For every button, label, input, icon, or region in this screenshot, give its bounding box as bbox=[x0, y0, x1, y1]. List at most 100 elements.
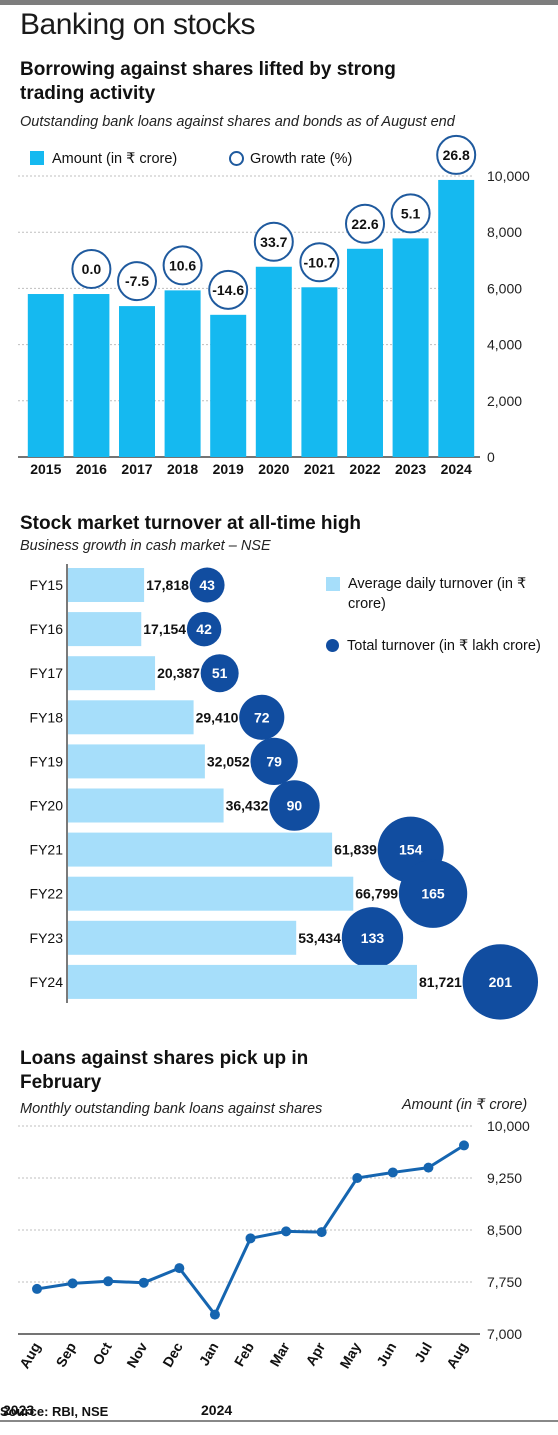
total-circle bbox=[189, 567, 225, 603]
x-tick-label: Nov bbox=[123, 1339, 150, 1370]
bar bbox=[27, 294, 64, 457]
legend-avg-swatch bbox=[326, 577, 340, 591]
bar-value-label: 29,410 bbox=[196, 709, 239, 725]
y-tick-label: 6,000 bbox=[487, 280, 522, 296]
source-note: Source: RBI, NSE bbox=[0, 1404, 109, 1419]
chart2-title: Stock market turnover at all-time high bbox=[20, 513, 362, 534]
data-point bbox=[209, 1309, 220, 1320]
total-label: 154 bbox=[399, 842, 423, 858]
bar bbox=[68, 568, 145, 602]
data-point bbox=[245, 1233, 256, 1244]
year-label: 2023 bbox=[3, 1402, 34, 1418]
legend-total-swatch bbox=[326, 639, 339, 652]
bottom-rule bbox=[0, 1420, 558, 1422]
growth-label: 22.6 bbox=[351, 216, 378, 232]
legend-growth-label: Growth rate (%) bbox=[250, 151, 353, 167]
bar bbox=[255, 266, 292, 457]
bar bbox=[210, 314, 247, 457]
bar bbox=[68, 876, 354, 911]
growth-circle bbox=[253, 221, 294, 262]
chart2-note: Business growth in cash market – NSE bbox=[20, 538, 271, 554]
y-tick-label: 10,000 bbox=[487, 1118, 530, 1134]
x-tick-label: Apr bbox=[302, 1339, 328, 1368]
x-tick-label: Sep bbox=[52, 1340, 79, 1370]
data-point bbox=[138, 1277, 149, 1288]
chart1-title: Borrowing against shares lifted by stron… bbox=[20, 59, 396, 104]
total-label: 43 bbox=[199, 577, 215, 593]
bar bbox=[164, 290, 201, 457]
legend-amount: Amount (in ₹ crore) bbox=[30, 149, 177, 169]
growth-circle bbox=[71, 249, 112, 290]
bar-value-label: 66,799 bbox=[355, 886, 398, 902]
x-tick-label: Mar bbox=[266, 1339, 293, 1369]
bar bbox=[392, 238, 429, 457]
y-tick-label: 0 bbox=[487, 449, 495, 465]
growth-label: 10.6 bbox=[169, 257, 196, 273]
total-label: 133 bbox=[361, 930, 385, 946]
x-tick-label: 2024 bbox=[441, 461, 472, 477]
bar bbox=[301, 287, 338, 457]
loans-bar-chart: 0 2,000 4,000 6,000 8,000 10,000 2015 2016 0.0 20… bbox=[18, 134, 530, 477]
x-tick-label: Aug bbox=[16, 1340, 43, 1372]
legend-amount-label: Amount (in ₹ crore) bbox=[52, 151, 178, 167]
y-tick-label: 10,000 bbox=[487, 168, 530, 184]
data-point bbox=[67, 1278, 78, 1289]
x-tick-label: Dec bbox=[159, 1339, 186, 1369]
category-label: FY18 bbox=[30, 709, 64, 725]
x-tick-label: 2016 bbox=[76, 461, 107, 477]
data-point bbox=[352, 1173, 363, 1183]
total-circle bbox=[186, 611, 222, 647]
growth-circle bbox=[299, 242, 340, 283]
x-tick-label: 2023 bbox=[395, 461, 426, 477]
growth-label: -10.7 bbox=[303, 254, 335, 270]
category-label: FY17 bbox=[30, 665, 64, 681]
y-tick-label: 2,000 bbox=[487, 393, 522, 409]
bar-value-label: 81,721 bbox=[419, 974, 462, 990]
bar-value-label: 17,154 bbox=[143, 621, 186, 637]
legend-avg-turnover: Average daily turnover (in ₹ crore) bbox=[326, 574, 546, 614]
legend-growth-swatch bbox=[229, 151, 244, 166]
bar bbox=[119, 306, 155, 457]
growth-circle bbox=[345, 203, 385, 244]
x-tick-label: 2017 bbox=[121, 461, 152, 477]
total-circle bbox=[250, 737, 298, 786]
growth-circle bbox=[117, 261, 157, 302]
x-tick-label: 2019 bbox=[213, 461, 244, 477]
bar bbox=[68, 612, 142, 647]
bar bbox=[68, 700, 194, 735]
total-label: 201 bbox=[489, 974, 513, 990]
turnover-bar-chart: FY15 17,818 43 FY16 17,154 42 FY17 20,387 51 FY18… bbox=[30, 564, 539, 1020]
bar-value-label: 32,052 bbox=[207, 753, 250, 769]
category-label: FY22 bbox=[30, 886, 64, 902]
total-label: 90 bbox=[287, 798, 303, 814]
y-tick-label: 8,000 bbox=[487, 224, 522, 240]
chart3-note: Monthly outstanding bank loans against s… bbox=[20, 1101, 323, 1117]
total-label: 165 bbox=[421, 886, 445, 902]
y-tick-label: 7,000 bbox=[487, 1326, 522, 1342]
growth-label: 5.1 bbox=[401, 205, 421, 221]
monthly-line-chart: 7,000 7,750 8,500 9,250 10,000 Aug Sep Oct Nov De… bbox=[3, 1118, 530, 1418]
chart3-title: Loans against shares pick up in February bbox=[20, 1048, 309, 1093]
growth-label: -7.5 bbox=[125, 273, 149, 289]
category-label: FY24 bbox=[30, 974, 64, 990]
chart3-y-label: Amount (in ₹ crore) bbox=[402, 1097, 528, 1113]
x-tick-label: 2021 bbox=[304, 461, 335, 477]
growth-label: -14.6 bbox=[212, 282, 244, 298]
total-circle bbox=[398, 859, 468, 928]
chart1-note: Outstanding bank loans against shares an… bbox=[20, 114, 455, 130]
total-label: 79 bbox=[266, 753, 282, 769]
y-tick-label: 8,500 bbox=[487, 1222, 522, 1238]
total-circle bbox=[341, 907, 404, 969]
x-tick-label: 2020 bbox=[258, 461, 289, 477]
growth-circle bbox=[208, 269, 249, 310]
x-tick-label: Oct bbox=[89, 1339, 115, 1368]
legend-growth: Growth rate (%) bbox=[229, 149, 352, 169]
growth-circle bbox=[436, 134, 477, 175]
bar-value-label: 53,434 bbox=[298, 930, 341, 946]
bar bbox=[68, 744, 205, 779]
category-label: FY23 bbox=[30, 930, 64, 946]
bar bbox=[73, 294, 110, 457]
total-label: 72 bbox=[254, 709, 270, 725]
bar-value-label: 36,432 bbox=[226, 798, 269, 814]
bar bbox=[68, 964, 417, 999]
